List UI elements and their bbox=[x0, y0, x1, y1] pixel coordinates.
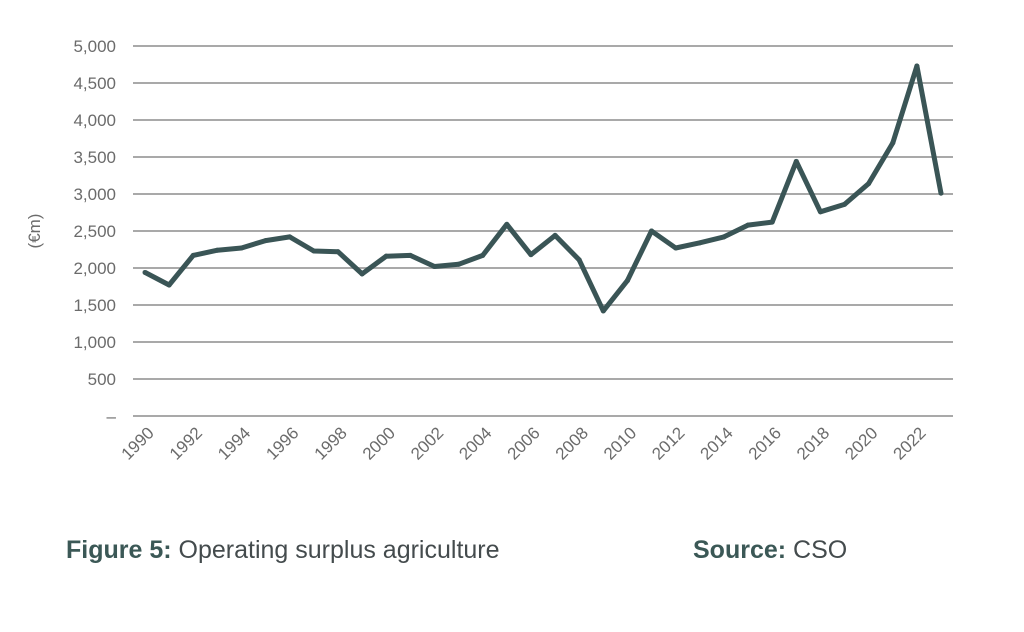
y-tick-label: 4,000 bbox=[73, 111, 116, 130]
x-tick-label: 2008 bbox=[552, 423, 592, 463]
data-point bbox=[335, 249, 341, 255]
data-point bbox=[721, 234, 727, 240]
data-point bbox=[190, 252, 196, 258]
x-tick-label: 2016 bbox=[745, 423, 785, 463]
data-point bbox=[890, 140, 896, 146]
data-point bbox=[166, 282, 172, 288]
data-point bbox=[263, 238, 269, 244]
y-tick-label: 2,500 bbox=[73, 222, 116, 241]
data-point bbox=[528, 252, 534, 258]
data-point bbox=[359, 271, 365, 277]
data-point bbox=[817, 209, 823, 215]
data-point bbox=[793, 158, 799, 164]
y-tick-label: 4,500 bbox=[73, 74, 116, 93]
y-tick-label: 3,500 bbox=[73, 148, 116, 167]
x-tick-label: 2006 bbox=[504, 423, 544, 463]
data-point bbox=[287, 234, 293, 240]
x-axis-ticks: 1990 1992 1994 1996 1998 2000 2002 2004 2006 2008… bbox=[118, 423, 930, 463]
x-tick-label: 2002 bbox=[407, 423, 447, 463]
data-point bbox=[431, 264, 437, 270]
data-point bbox=[866, 181, 872, 187]
y-tick-label: 2,000 bbox=[73, 259, 116, 278]
y-axis-label: (€m) bbox=[25, 214, 44, 249]
data-point bbox=[938, 190, 944, 196]
data-point bbox=[649, 228, 655, 234]
data-point bbox=[311, 248, 317, 254]
source-caption: Source: CSO bbox=[693, 536, 847, 565]
data-point bbox=[600, 308, 606, 314]
x-tick-label: 2022 bbox=[890, 423, 930, 463]
figure-caption: Figure 5: Operating surplus agriculture bbox=[66, 536, 500, 565]
series-line bbox=[143, 63, 944, 314]
source-name: CSO bbox=[786, 536, 848, 564]
x-tick-label: 2012 bbox=[648, 423, 688, 463]
y-tick-label: 1,500 bbox=[73, 296, 116, 315]
figure-number: Figure 5: bbox=[66, 536, 172, 564]
data-point bbox=[142, 269, 148, 275]
data-point bbox=[456, 261, 462, 267]
data-point bbox=[552, 232, 558, 238]
x-tick-label: 2010 bbox=[600, 423, 640, 463]
data-point bbox=[624, 278, 630, 284]
y-tick-label: 5,000 bbox=[73, 37, 116, 56]
y-tick-label: 500 bbox=[88, 370, 116, 389]
x-tick-label: 2018 bbox=[793, 423, 833, 463]
data-point bbox=[504, 221, 510, 227]
x-tick-label: 1992 bbox=[166, 423, 206, 463]
x-tick-label: 1998 bbox=[311, 423, 351, 463]
x-tick-label: 2014 bbox=[697, 423, 737, 463]
data-point bbox=[673, 245, 679, 251]
data-point bbox=[576, 257, 582, 263]
data-point bbox=[407, 252, 413, 258]
x-tick-label: 2020 bbox=[841, 423, 881, 463]
x-tick-label: 1990 bbox=[118, 423, 158, 463]
y-tick-label: – bbox=[107, 407, 117, 426]
y-axis-ticks: – 500 1,000 1,500 2,000 2,500 3,000 3,500 4,000 4… bbox=[73, 37, 116, 426]
gridlines bbox=[133, 45, 953, 417]
data-point bbox=[480, 252, 486, 258]
y-tick-label: 3,000 bbox=[73, 185, 116, 204]
figure-title: Operating surplus agriculture bbox=[171, 536, 500, 564]
data-point bbox=[842, 201, 848, 207]
data-point bbox=[697, 240, 703, 246]
data-point bbox=[383, 253, 389, 259]
y-tick-label: 1,000 bbox=[73, 333, 116, 352]
x-tick-label: 1996 bbox=[262, 423, 302, 463]
data-point bbox=[769, 219, 775, 225]
data-point bbox=[238, 245, 244, 251]
data-point bbox=[745, 222, 751, 228]
x-tick-label: 1994 bbox=[214, 423, 254, 463]
data-points bbox=[142, 63, 944, 314]
x-tick-label: 2004 bbox=[455, 423, 495, 463]
x-tick-label: 2000 bbox=[359, 423, 399, 463]
data-point bbox=[214, 247, 220, 253]
source-label: Source: bbox=[693, 536, 787, 564]
data-point bbox=[914, 63, 920, 69]
